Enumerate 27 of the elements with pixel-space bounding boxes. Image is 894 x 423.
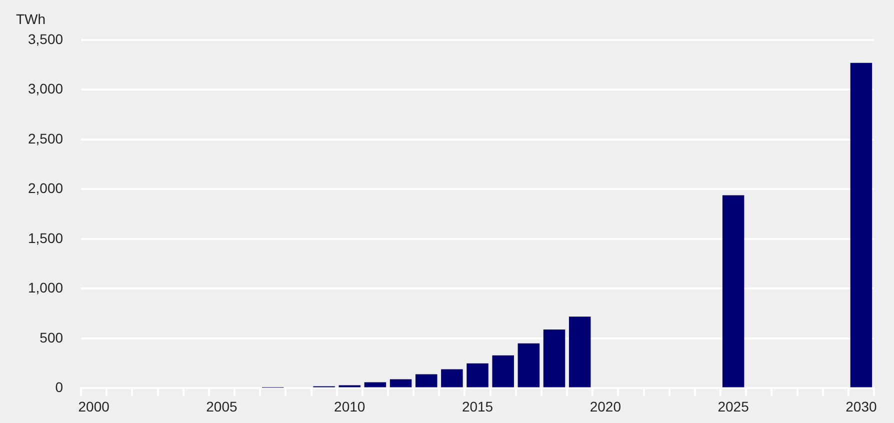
bar (722, 195, 744, 388)
y-tick-label: 1,500 (28, 230, 64, 246)
bar (441, 369, 463, 388)
y-tick-label: 2,000 (28, 180, 64, 196)
y-tick-label: 500 (40, 329, 64, 346)
x-tick-label: 2000 (78, 398, 110, 414)
x-tick-label: 2020 (590, 398, 622, 414)
y-axis-title: TWh (16, 10, 46, 27)
y-tick-label: 1,000 (28, 280, 64, 296)
bar (543, 330, 566, 388)
bar (364, 382, 386, 388)
bar (492, 355, 514, 388)
y-tick-label: 3,000 (28, 80, 64, 97)
x-tick-label: 2010 (334, 398, 366, 414)
y-tick-label: 3,500 (28, 30, 64, 47)
bar (466, 363, 488, 388)
x-tick-label: 2005 (206, 398, 238, 414)
x-tick-label: 2025 (718, 398, 750, 414)
bar (568, 316, 591, 388)
x-tick-label: 2030 (846, 398, 877, 414)
bar (518, 343, 540, 388)
y-tick-label: 0 (55, 379, 64, 396)
bar (850, 62, 872, 388)
y-tick-label: 2,500 (28, 130, 64, 146)
bar (390, 379, 412, 388)
x-tick-label: 2015 (462, 398, 494, 414)
bar (415, 374, 438, 388)
